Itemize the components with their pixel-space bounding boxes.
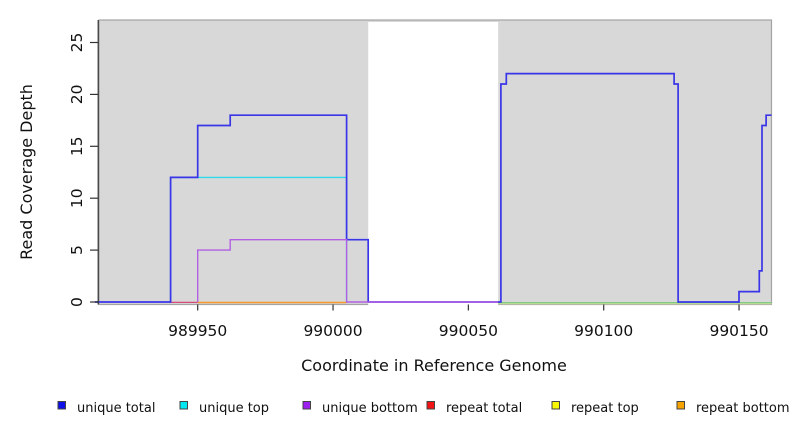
y-tick-label: 20 — [68, 85, 86, 105]
legend-swatch-unique-total — [57, 401, 66, 410]
series-unique-total — [94, 72, 772, 303]
y-tick-label: 10 — [68, 188, 86, 208]
legend-swatch-repeat-top — [551, 401, 560, 410]
legend-label: repeat total — [446, 401, 522, 416]
legend-label: repeat top — [571, 401, 639, 416]
series-unique-bottom — [196, 238, 499, 303]
x-tick-label: 989950 — [168, 322, 227, 340]
legend-swatch-repeat-total — [426, 401, 435, 410]
y-tick-label: 25 — [68, 33, 86, 53]
uncovered-region-background — [368, 22, 499, 307]
y-axis-title: Read Coverage Depth — [17, 84, 36, 260]
legend-swatch-repeat-bottom — [676, 401, 685, 410]
legend-item-unique-top: unique top — [179, 401, 269, 416]
legend-item-unique-bottom: unique bottom — [302, 401, 418, 416]
legend-item-unique-total: unique total — [57, 401, 155, 416]
legend-item-repeat-bottom: repeat bottom — [676, 401, 790, 416]
legend-label: repeat bottom — [696, 401, 790, 416]
x-axis-title: Coordinate in Reference Genome — [301, 356, 567, 375]
legend-item-repeat-top: repeat top — [551, 401, 639, 416]
y-tick-label: 5 — [68, 245, 86, 255]
x-tick-label: 990050 — [439, 322, 498, 340]
x-tick-label: 990100 — [574, 322, 633, 340]
x-tick-label: 990150 — [709, 322, 768, 340]
legend-swatch-unique-bottom — [302, 401, 311, 410]
y-tick-label: 15 — [68, 136, 86, 156]
legend: unique total unique top unique bottom repea… — [57, 401, 790, 416]
legend-label: unique bottom — [322, 401, 418, 416]
legend-swatch-unique-top — [179, 401, 188, 410]
x-tick-label: 990000 — [303, 322, 362, 340]
y-tick-label: 0 — [68, 297, 86, 307]
legend-label: unique total — [77, 401, 155, 416]
legend-item-repeat-total: repeat total — [426, 401, 522, 416]
legend-label: unique top — [199, 401, 269, 416]
